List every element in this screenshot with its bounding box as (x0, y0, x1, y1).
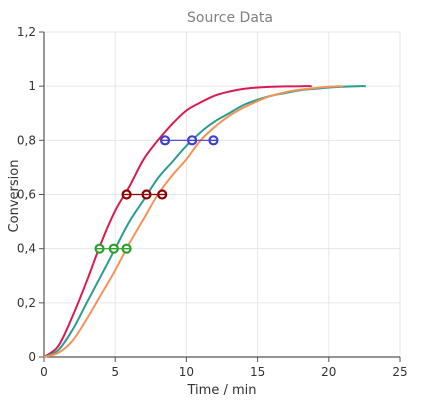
y-tick-labels: 0 0,2 0,4 0,6 0,8 1 1,2 (17, 25, 36, 364)
x-tick-labels: 0 5 10 15 20 25 (40, 365, 407, 379)
x-axis-label: Time / min (187, 383, 257, 398)
y-tick-label: 0,8 (17, 133, 36, 147)
y-axis-label: Conversion (7, 160, 22, 233)
x-tick-label: 0 (40, 365, 48, 379)
y-tick-label: 0 (28, 350, 36, 364)
axes (39, 31, 401, 362)
series-line-3 (43, 85, 344, 358)
y-tick-label: 1,2 (17, 25, 36, 39)
grid (44, 31, 401, 357)
x-tick-label: 25 (392, 365, 407, 379)
y-tick-label: 0,4 (17, 242, 36, 256)
series-line-1 (43, 85, 312, 358)
x-tick-label: 15 (250, 365, 265, 379)
y-tick-label: 1 (28, 79, 36, 93)
y-tick-label: 0,6 (17, 188, 36, 202)
x-tick-label: 10 (179, 365, 194, 379)
x-tick-label: 5 (111, 365, 119, 379)
series-line-2 (43, 85, 366, 358)
x-tick-label: 20 (321, 365, 336, 379)
series-lines (43, 85, 366, 358)
marker-points (94, 135, 219, 254)
chart-title: Source Data (187, 10, 273, 26)
y-tick-label: 0,2 (17, 296, 36, 310)
